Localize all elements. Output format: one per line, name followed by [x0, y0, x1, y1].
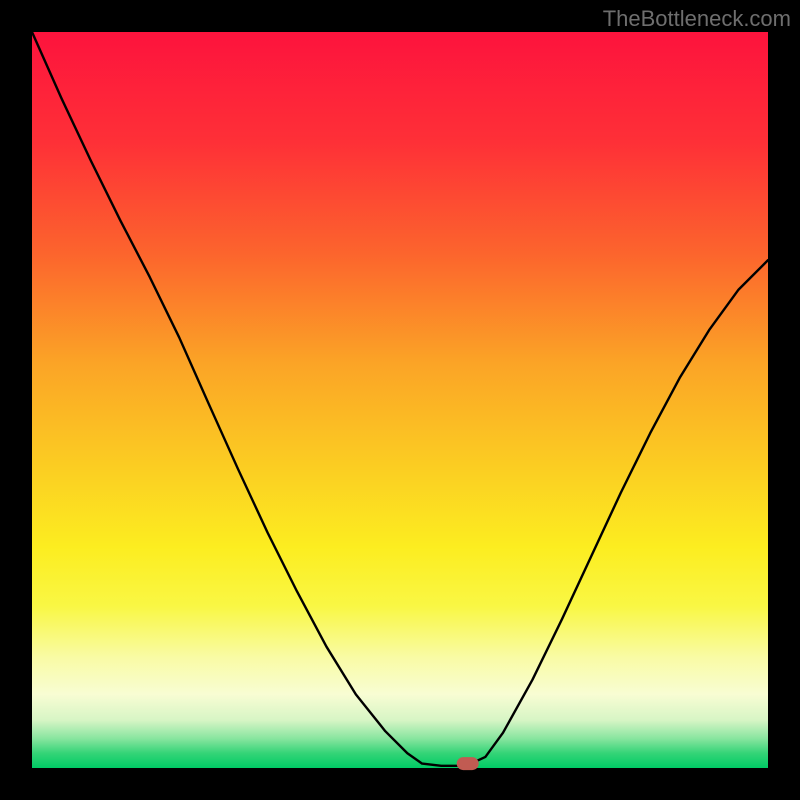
- attribution-text: TheBottleneck.com: [603, 6, 791, 32]
- optimal-marker: [457, 757, 479, 770]
- plot-area: [32, 32, 768, 768]
- bottleneck-chart: [0, 0, 800, 800]
